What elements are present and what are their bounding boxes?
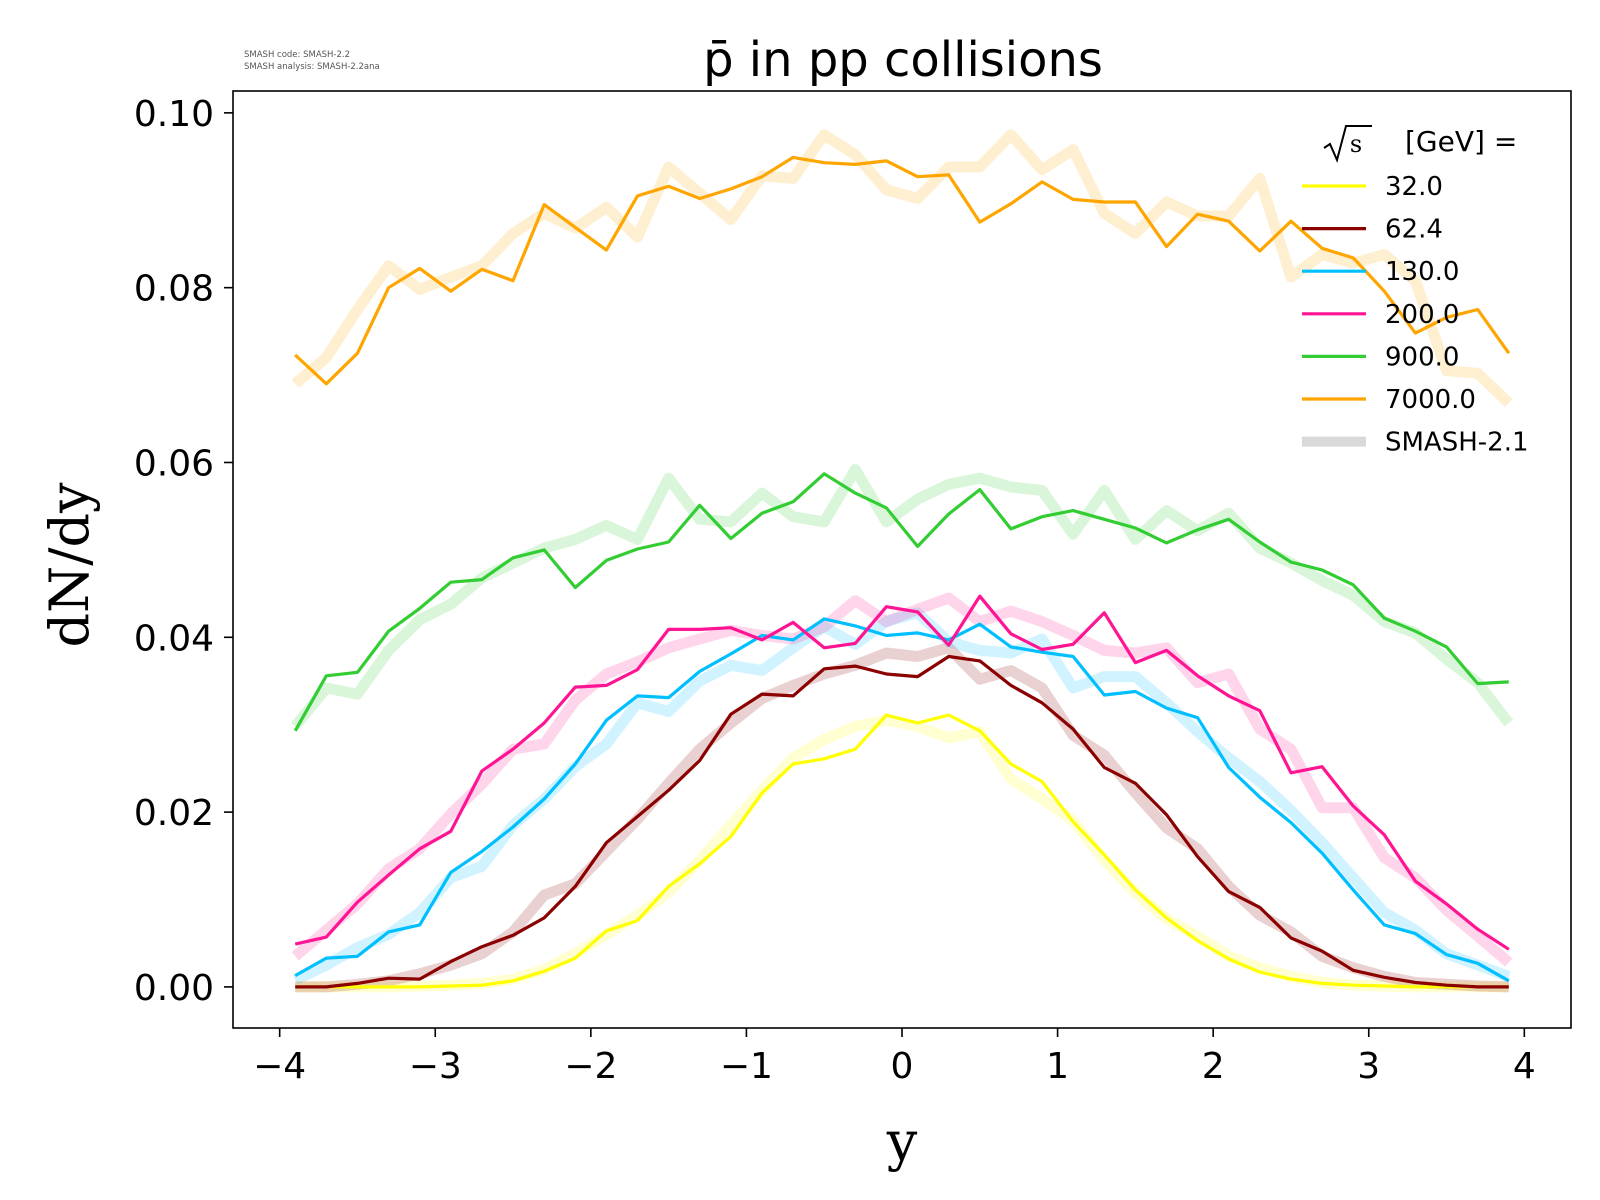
x-axis: −4 −3 −2 −1 0 1 2 3 4	[253, 1028, 1536, 1087]
y-tick-label: 0.00	[134, 968, 214, 1009]
y-axis: 0.00 0.02 0.04 0.06 0.08 0.10	[134, 94, 233, 1009]
reference-line-3	[291, 592, 1513, 967]
series-lines	[293, 155, 1511, 989]
reference-line-5	[291, 129, 1513, 407]
x-tick-label: −2	[564, 1046, 617, 1087]
code-info: SMASH code: SMASH-2.2 SMASH analysis: SM…	[244, 50, 380, 72]
reference-line-0	[295, 714, 1509, 993]
chart-title: p̄ in pp collisions	[703, 32, 1103, 88]
code-info-line-2: SMASH analysis: SMASH-2.2ana	[244, 62, 380, 72]
y-tick-label: 0.06	[134, 443, 214, 484]
series-line-900-0	[293, 472, 1509, 732]
legend-label: 7000.0	[1385, 385, 1476, 415]
x-tick-label: 4	[1513, 1046, 1536, 1087]
legend-label: 62.4	[1385, 215, 1443, 245]
x-tick-label: 3	[1357, 1046, 1380, 1087]
x-tick-label: −4	[253, 1046, 306, 1087]
sqrt-symbol	[1323, 125, 1372, 164]
y-axis-label: dN/dy	[38, 482, 101, 648]
legend-entry-32-0: 32.0	[1302, 172, 1443, 202]
legend-entry-62-4: 62.4	[1302, 215, 1443, 245]
legend-label: 32.0	[1385, 172, 1443, 202]
y-tick-label: 0.02	[134, 793, 214, 834]
legend: s [GeV] = 32.0 62.4 130.0 200.0 900.0 7000.0 S…	[1302, 125, 1529, 458]
legend-label: 900.0	[1385, 342, 1459, 372]
legend-entry-130-0: 130.0	[1302, 257, 1459, 287]
legend-label: SMASH-2.1	[1385, 428, 1529, 458]
legend-entry-7000-0: 7000.0	[1302, 385, 1476, 415]
reference-line-2	[292, 607, 1511, 985]
series-line-62-4	[295, 654, 1509, 989]
y-tick-label: 0.04	[134, 618, 214, 659]
legend-entry-900-0: 900.0	[1302, 342, 1459, 372]
legend-title: s [GeV] =	[1323, 125, 1517, 164]
y-tick-label: 0.08	[134, 269, 214, 310]
code-info-line-1: SMASH code: SMASH-2.2	[244, 50, 350, 60]
x-tick-label: −1	[720, 1046, 773, 1087]
x-tick-label: −3	[409, 1046, 462, 1087]
legend-title-text: [GeV] =	[1405, 125, 1517, 158]
x-tick-label: 1	[1046, 1046, 1069, 1087]
series-line-130-0	[294, 617, 1510, 983]
series-line-32-0	[295, 713, 1509, 989]
series-line-200-0	[294, 594, 1510, 951]
legend-label: 130.0	[1385, 257, 1459, 287]
legend-items: 32.0 62.4 130.0 200.0 900.0 7000.0 SMASH-2.1	[1302, 172, 1529, 458]
legend-title-sqrt-argument: s	[1350, 130, 1362, 158]
x-axis-label: y	[886, 1110, 918, 1173]
legend-entry-200-0: 200.0	[1302, 300, 1459, 330]
x-tick-label: 2	[1202, 1046, 1225, 1087]
x-tick-label: 0	[891, 1046, 914, 1087]
y-tick-label: 0.10	[134, 94, 214, 135]
legend-label: 200.0	[1385, 300, 1459, 330]
series-line-7000-0	[294, 155, 1511, 386]
legend-entry-SMASH-2-1: SMASH-2.1	[1302, 428, 1529, 458]
